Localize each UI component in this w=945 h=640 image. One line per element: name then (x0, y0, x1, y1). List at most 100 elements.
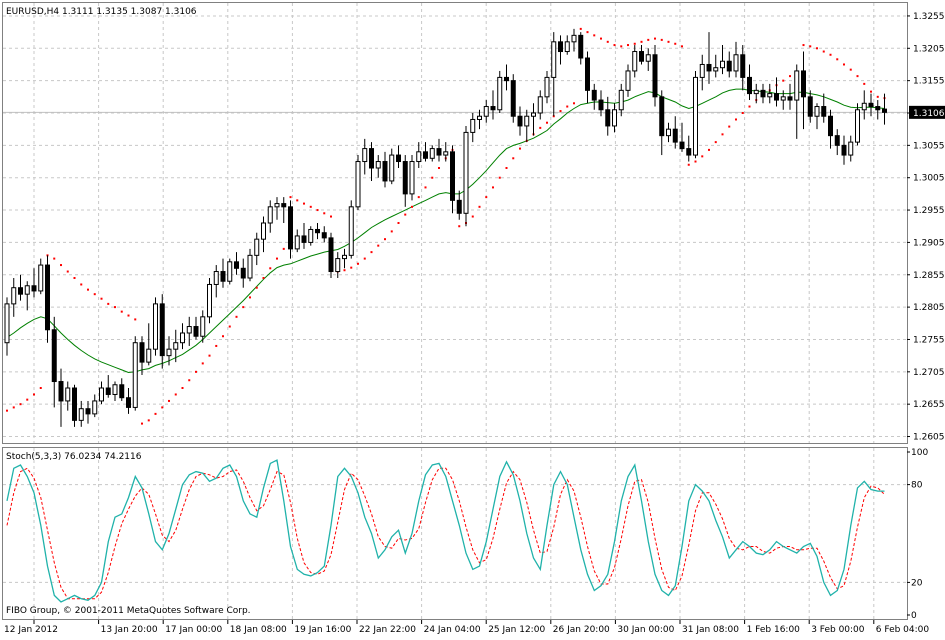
sar-dot (228, 325, 231, 328)
candle (699, 54, 705, 91)
candle (146, 323, 152, 366)
sar-dot (512, 157, 515, 160)
candle-body-bull (362, 148, 368, 163)
candle-body-bear (396, 154, 401, 163)
candle (396, 145, 401, 168)
candle (544, 70, 550, 104)
candle (490, 90, 496, 120)
price-tick-label: 1.3255 (913, 12, 945, 22)
candle (254, 232, 260, 266)
candle-body-bull (618, 89, 624, 111)
candle-body-bull (463, 131, 469, 214)
sar-dot (681, 45, 683, 48)
sar-dot (431, 176, 434, 179)
sar-dot (195, 370, 197, 373)
candle (132, 336, 138, 411)
candle (821, 93, 827, 123)
sar-dot (640, 40, 643, 43)
candle-body-bull (733, 54, 739, 72)
time-tick-label: 30 Jan 00:00 (617, 625, 674, 635)
candle-body-bear (585, 57, 590, 91)
candle (274, 197, 280, 220)
candle (740, 45, 746, 91)
candle (294, 229, 300, 253)
candle (92, 394, 98, 418)
sar-dot (161, 406, 164, 409)
candle-body-bull (153, 303, 158, 350)
candle-body-bull (429, 148, 435, 159)
candle-body-bull (200, 316, 206, 337)
sar-dot (120, 310, 123, 313)
candle (186, 316, 192, 346)
time-axis: 12 Jan 2012 13 Jan 20:00 17 Jan 00:00 18 Ja… (4, 620, 929, 635)
candle-body-bear (760, 89, 766, 98)
candle-body-bear (281, 203, 287, 208)
candle (591, 83, 597, 110)
candle-body-bear (686, 148, 692, 156)
candle (598, 90, 604, 117)
candle (58, 368, 64, 427)
sar-dot (107, 302, 110, 305)
sar-dot (53, 257, 56, 260)
price-panel[interactable]: EURUSD,H4 1.3111 1.3135 1.3087 1.3106 (2, 2, 908, 444)
sar-dot (546, 121, 548, 124)
current-price-label: 1.3106 (913, 109, 945, 119)
candle (207, 278, 212, 324)
candle-body-bull (132, 342, 138, 408)
candle (517, 106, 523, 136)
candle (402, 155, 408, 207)
candle (639, 45, 644, 65)
price-tick-label: 1.3205 (913, 44, 945, 54)
candle (470, 113, 476, 143)
sar-dot (114, 306, 116, 309)
sar-dot (262, 277, 265, 279)
candle-body-bear (402, 161, 408, 195)
candle-body-bear (119, 384, 125, 399)
candle (524, 109, 530, 143)
moving-average-line (6, 88, 885, 374)
candle (780, 90, 786, 110)
time-tick-label: 13 Jan 20:00 (101, 625, 158, 635)
candle-body-bear (558, 41, 563, 53)
price-tick-label: 1.3155 (913, 77, 945, 87)
sar-dot (26, 398, 29, 401)
sar-dot (168, 399, 170, 402)
candle (510, 74, 516, 123)
sar-dot (647, 38, 650, 41)
time-tick-label: 26 Jan 20:00 (553, 625, 610, 635)
candle-body-bear (659, 96, 665, 137)
sar-dot (728, 125, 731, 128)
candle-body-bear (315, 228, 320, 234)
candle (868, 93, 874, 117)
candle (456, 190, 462, 220)
price-tick-label: 1.2805 (913, 303, 945, 313)
candle-body-bull (11, 287, 17, 305)
sar-dot (856, 75, 859, 78)
sar-dot (181, 387, 184, 389)
sar-dot (289, 196, 292, 199)
candle-body-bear (193, 326, 199, 337)
candle-body-bear (220, 271, 226, 282)
candle (774, 77, 779, 107)
candle-body-bull (551, 41, 557, 78)
candle-body-bear (45, 264, 50, 331)
candle (814, 103, 820, 130)
stochastic-panel[interactable]: Stoch(5,3,3) 76.0234 74.2116 FIBO Group,… (2, 447, 908, 620)
copyright-label: FIBO Group, © 2001-2011 MetaQuotes Softw… (6, 606, 251, 616)
sar-dot (701, 155, 704, 158)
sar-dot (667, 40, 670, 43)
candle (234, 252, 239, 275)
candle-body-bull (166, 348, 172, 357)
candle-body-bear (321, 232, 327, 239)
time-tick-label: 31 Jan 08:00 (682, 625, 739, 635)
candle (261, 216, 266, 253)
sar-dot (255, 286, 258, 289)
candle (139, 336, 145, 376)
candle-body-bull (497, 76, 503, 111)
candle (335, 252, 341, 278)
candle-body-bull (308, 228, 314, 243)
sar-dot (39, 387, 42, 389)
stochastic-grid (3, 448, 907, 619)
